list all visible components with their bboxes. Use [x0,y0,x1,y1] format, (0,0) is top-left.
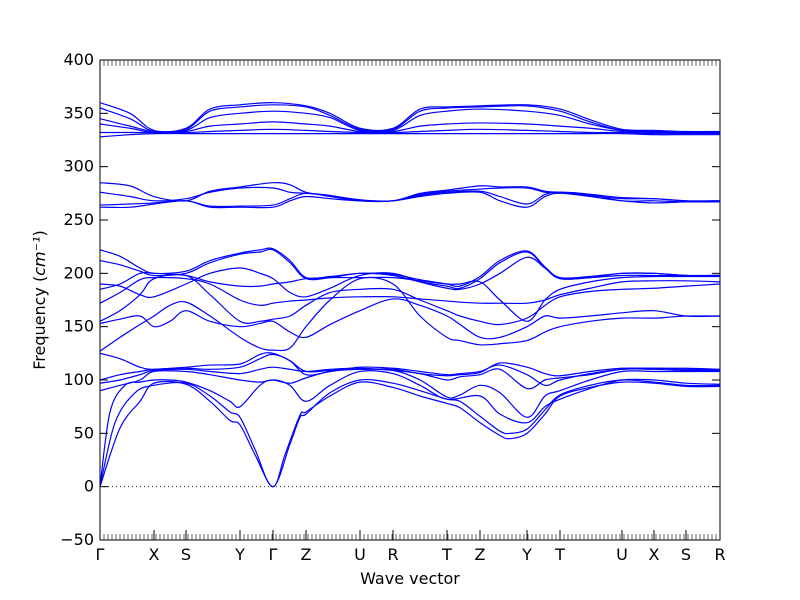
y-tick-label: −50 [60,530,94,549]
band-line-1 [100,380,720,488]
x-tick-label: X [149,545,160,564]
x-tick-label: Z [301,545,312,564]
y-axis-title: Frequency (cm⁻¹) [30,230,49,370]
x-tick-label: T [554,545,565,564]
x-tick-label: S [681,545,691,564]
x-tick-label: S [181,545,191,564]
y-axis-ticks: −50 0 50 100 150 200 250 300 350 400 [60,50,720,549]
band-line-14 [100,248,720,290]
x-tick-label: U [354,545,366,564]
y-tick-label: 250 [63,210,94,229]
band-line-3 [100,370,720,487]
x-tick-label: R [714,545,725,564]
x-tick-label: Y [234,545,245,564]
x-tick-label: Γ [96,545,105,564]
x-tick-label: X [649,545,660,564]
x-axis-title: Wave vector [360,569,460,588]
band-line-12 [100,271,720,322]
y-axis-unit-close: ) [30,230,49,236]
band-line-24 [100,104,720,134]
band-line-25 [100,102,720,133]
band-line-9 [100,298,720,340]
band-line-21 [100,128,720,135]
band-line-19 [100,181,720,202]
band-line-11 [100,276,720,307]
band-line-7 [100,352,720,377]
x-tick-label: U [616,545,628,564]
band-line-20 [100,132,720,138]
x-tick-label: Γ [269,545,278,564]
band-line-23 [100,108,720,134]
x-minor-ticks [99,60,721,540]
y-tick-label: 50 [74,423,94,442]
y-tick-label: 100 [63,370,94,389]
y-axis-unit-open: ( [30,276,49,282]
y-tick-label: 0 [84,477,94,496]
band-line-15 [100,247,720,288]
band-line-2 [100,378,720,488]
band-line-8 [100,276,720,352]
x-tick-label: T [441,545,452,564]
y-tick-label: 150 [63,317,94,336]
band-line-6 [100,353,720,387]
phonon-bands [100,102,720,488]
band-line-22 [100,121,720,134]
x-tick-label: Z [475,545,486,564]
x-tick-label: Y [521,545,532,564]
x-tick-label: R [387,545,398,564]
band-line-16 [100,191,720,209]
y-tick-label: 350 [63,103,94,122]
plot-frame [99,59,721,541]
y-tick-label: 300 [63,157,94,176]
y-axis-unit: cm⁻¹ [30,237,49,276]
y-axis-title-text: Frequency [30,287,49,370]
y-tick-label: 400 [63,50,94,69]
y-tick-label: 200 [63,263,94,282]
